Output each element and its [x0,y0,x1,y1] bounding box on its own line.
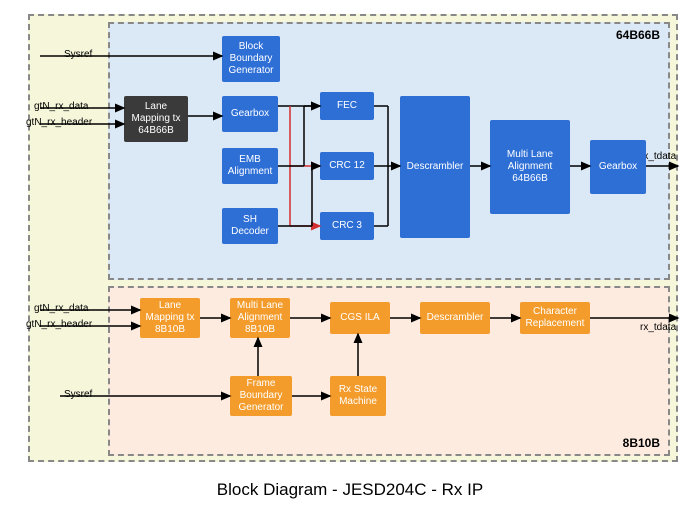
lane-mapping-8b10b: Lane Mapping tx 8B10B [140,298,200,338]
gearbox-out: Gearbox [590,140,646,194]
rx-state-machine: Rx State Machine [330,376,386,416]
crc3: CRC 3 [320,212,374,240]
block-boundary-generator: Block Boundary Generator [222,36,280,82]
gearbox-in: Gearbox [222,96,278,132]
descrambler-64: Descrambler [400,96,470,238]
sh-decoder: SH Decoder [222,208,278,244]
descrambler-8: Descrambler [420,302,490,334]
multilane-alignment-64: Multi Lane Alignment 64B66B [490,120,570,214]
cgs-ila: CGS ILA [330,302,390,334]
region-64b66b-label: 64B66B [616,28,660,42]
crc12: CRC 12 [320,152,374,180]
multilane-alignment-8b10b: Multi Lane Alignment 8B10B [230,298,290,338]
emb-alignment: EMB Alignment [222,148,278,184]
character-replacement: Character Replacement [520,302,590,334]
gt-rx-header-bot-label: gtN_rx_header [26,319,92,330]
gt-rx-data-top-label: gtN_rx_data [34,101,88,112]
lane-mapping-64b66b: Lane Mapping tx 64B66B [124,96,188,142]
region-64b66b: 64B66B [108,22,670,280]
diagram-title: Block Diagram - JESD204C - Rx IP [0,480,700,500]
outer-container: 64B66B 8B10B Sysref gtN_rx_data gtN_rx_h… [28,14,678,462]
rx-tdata-bot-label: rx_tdata [640,322,676,333]
sysref-bot-label: Sysref [64,389,92,400]
region-8b10b-label: 8B10B [623,436,660,450]
gt-rx-header-top-label: gtN_rx_header [26,117,92,128]
frame-boundary-generator: Frame Boundary Generator [230,376,292,416]
fec: FEC [320,92,374,120]
gt-rx-data-bot-label: gtN_rx_data [34,303,88,314]
sysref-top-label: Sysref [64,49,92,60]
